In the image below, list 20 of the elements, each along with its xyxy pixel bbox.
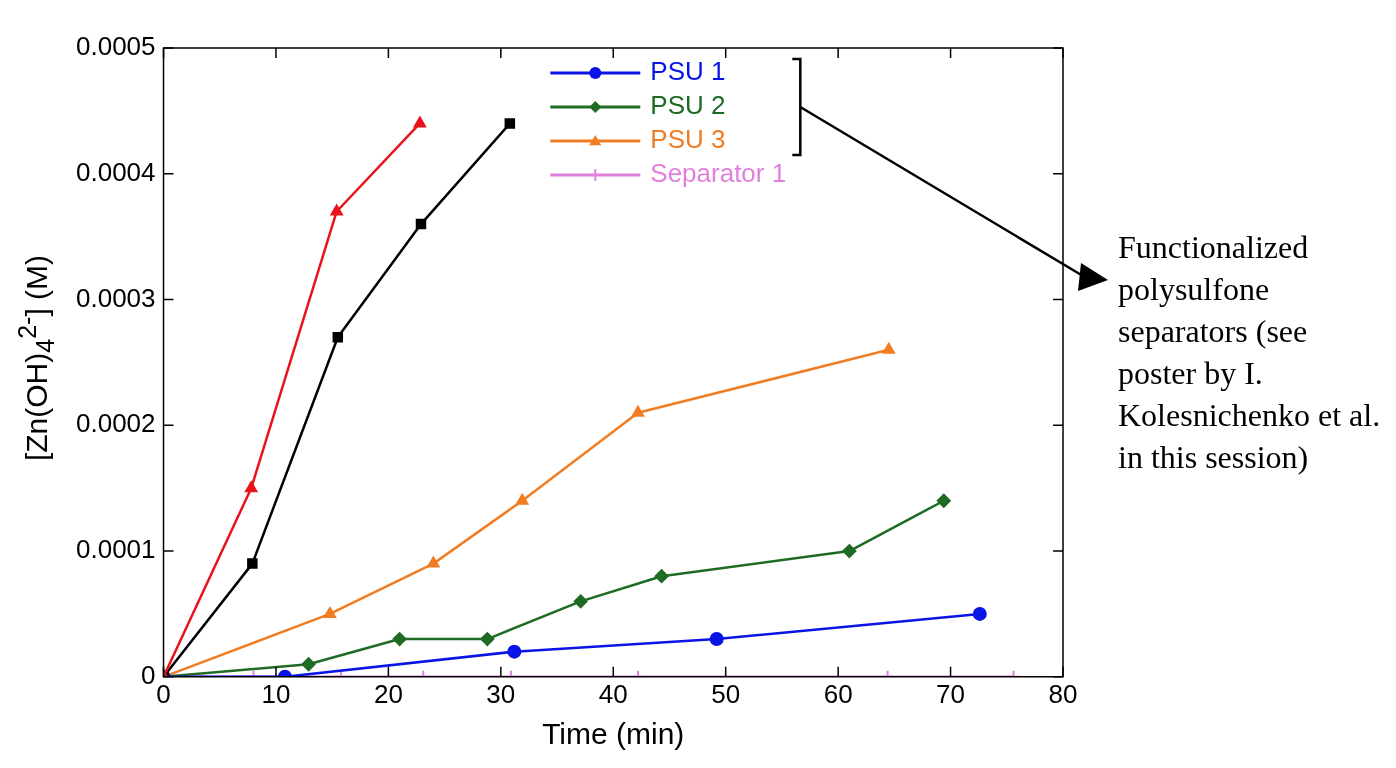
legend-label: PSU 3 [650,124,726,155]
x-tick-label: 10 [261,678,291,709]
y-tick-label: 0.0002 [75,408,156,439]
x-tick-label: 70 [936,678,966,709]
y-tick-label: 0.0004 [75,156,156,187]
text: Functionalized polysulfone separators (see poster by I. Kolesnichenko et al. in this session) [1118,228,1382,477]
legend-label: Separator 1 [650,158,787,189]
x-tick-label: 30 [486,678,516,709]
x-tick-label: 20 [373,678,403,709]
x-tick-label: 60 [823,678,853,709]
x-tick-label: 40 [598,678,628,709]
y-tick-label: 0.0005 [75,31,156,62]
legend-label: PSU 2 [650,90,726,121]
y-tick-label: 0.0001 [75,534,156,565]
y-tick-label: 0 [141,659,156,690]
y-tick-label: 0.0003 [75,282,156,313]
x-axis-title: Time (min) [542,717,685,751]
legend-label: PSU 1 [650,56,726,87]
x-tick-label: 50 [711,678,741,709]
x-tick-label: 80 [1048,678,1078,709]
